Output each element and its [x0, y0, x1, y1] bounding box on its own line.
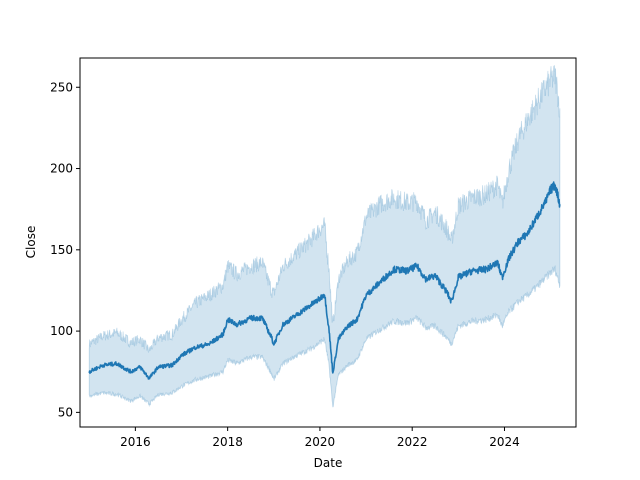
close-line	[88, 181, 561, 380]
y-tick-label: 100	[50, 324, 73, 338]
y-axis: 50 100 150 200 250	[50, 80, 80, 419]
y-tick-label: 200	[50, 162, 73, 176]
y-tick-label: 150	[50, 243, 73, 257]
y-tick-label: 50	[58, 405, 73, 419]
x-tick-label: 2020	[305, 435, 336, 449]
x-tick-label: 2024	[489, 435, 520, 449]
x-tick-label: 2022	[397, 435, 428, 449]
x-tick-label: 2016	[120, 435, 151, 449]
axes-frame	[79, 57, 577, 428]
plot-area	[88, 65, 561, 408]
y-tick-label: 250	[50, 80, 73, 94]
x-axis-label: Date	[314, 456, 343, 470]
y-axis-label: Close	[24, 226, 38, 259]
x-axis: 2016 2018 2020 2022 2024	[120, 427, 520, 449]
x-tick-label: 2018	[212, 435, 243, 449]
confidence-band	[88, 65, 561, 408]
